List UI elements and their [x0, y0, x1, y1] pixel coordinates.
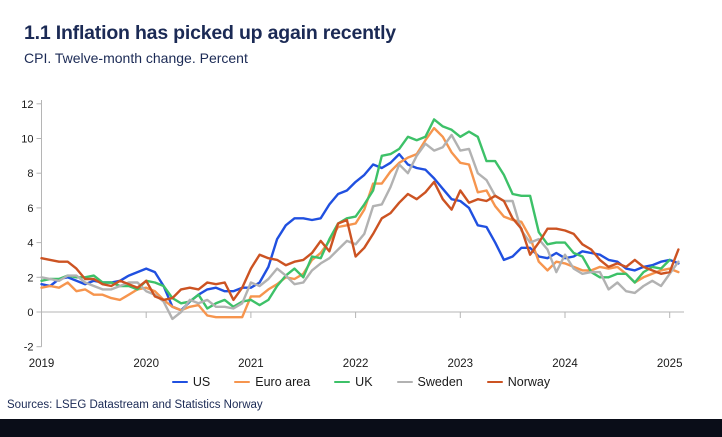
legend-item-uk: UK: [334, 375, 373, 389]
chart-title: 1.1 Inflation has picked up again recent…: [24, 22, 396, 44]
x-tick-label: 2021: [238, 358, 264, 370]
y-tick-label: 2: [27, 272, 33, 284]
y-tick-label: 4: [27, 238, 33, 250]
x-tick-label: 2023: [448, 358, 474, 370]
legend-label-norway: Norway: [507, 375, 551, 389]
sources-note: Sources: LSEG Datastream and Statistics …: [7, 399, 263, 411]
legend-swatch-euro-area: [234, 380, 251, 384]
y-tick-label: 12: [21, 99, 33, 111]
y-tick-label: -2: [24, 342, 34, 354]
series-line-uk: [40, 118, 671, 310]
inflation-line-chart: -2 0 2 4 6 8 10 12 2019 2020 2021 2022 2023 2024 2025: [21, 99, 684, 370]
x-tick-label: 2019: [29, 358, 55, 370]
legend-label-euro-area: Euro area: [255, 375, 311, 389]
legend-swatch-sweden: [396, 380, 413, 384]
series-line-norway: [40, 180, 680, 302]
legend-swatch-us: [171, 380, 188, 384]
y-tick-label: 8: [27, 168, 33, 180]
legend-item-euro-area: Euro area: [234, 375, 310, 389]
legend-swatch-norway: [486, 380, 503, 384]
legend-label-us: US: [192, 375, 211, 389]
chart-subtitle: CPI. Twelve-month change. Percent: [24, 50, 248, 66]
legend-item-us: US: [171, 375, 211, 389]
chart-legend: US Euro area UK Sweden Norway: [0, 374, 722, 390]
y-tick-label: 6: [27, 203, 33, 215]
x-tick-label: 2024: [552, 358, 578, 370]
y-tick-label: 10: [21, 134, 33, 146]
x-axis: 2019 2020 2021 2022 2023 2024 2025: [29, 311, 684, 370]
series-line-sweden: [40, 133, 680, 321]
legend-label-sweden: Sweden: [417, 375, 463, 389]
legend-label-uk: UK: [355, 375, 373, 389]
legend-item-sweden: Sweden: [396, 375, 463, 389]
footer-bar: [0, 419, 722, 437]
y-axis: -2 0 2 4 6 8 10 12: [21, 99, 42, 354]
x-tick-label: 2025: [657, 358, 683, 370]
series-line-us: [40, 152, 680, 312]
x-tick-label: 2022: [343, 358, 369, 370]
x-tick-label: 2020: [133, 358, 159, 370]
legend-item-norway: Norway: [486, 375, 551, 389]
legend-swatch-uk: [334, 380, 351, 384]
y-tick-label: 0: [27, 307, 33, 319]
